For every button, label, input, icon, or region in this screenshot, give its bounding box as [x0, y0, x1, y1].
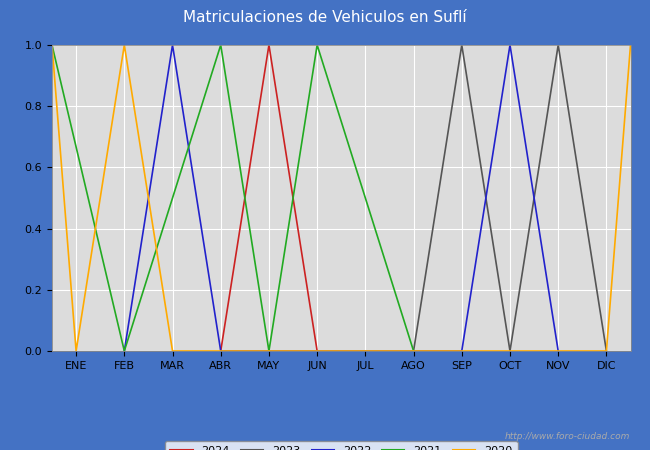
Text: http://www.foro-ciudad.com: http://www.foro-ciudad.com: [505, 432, 630, 441]
Legend: 2024, 2023, 2022, 2021, 2020: 2024, 2023, 2022, 2021, 2020: [165, 441, 517, 450]
Text: Matriculaciones de Vehiculos en Suflí: Matriculaciones de Vehiculos en Suflí: [183, 10, 467, 26]
